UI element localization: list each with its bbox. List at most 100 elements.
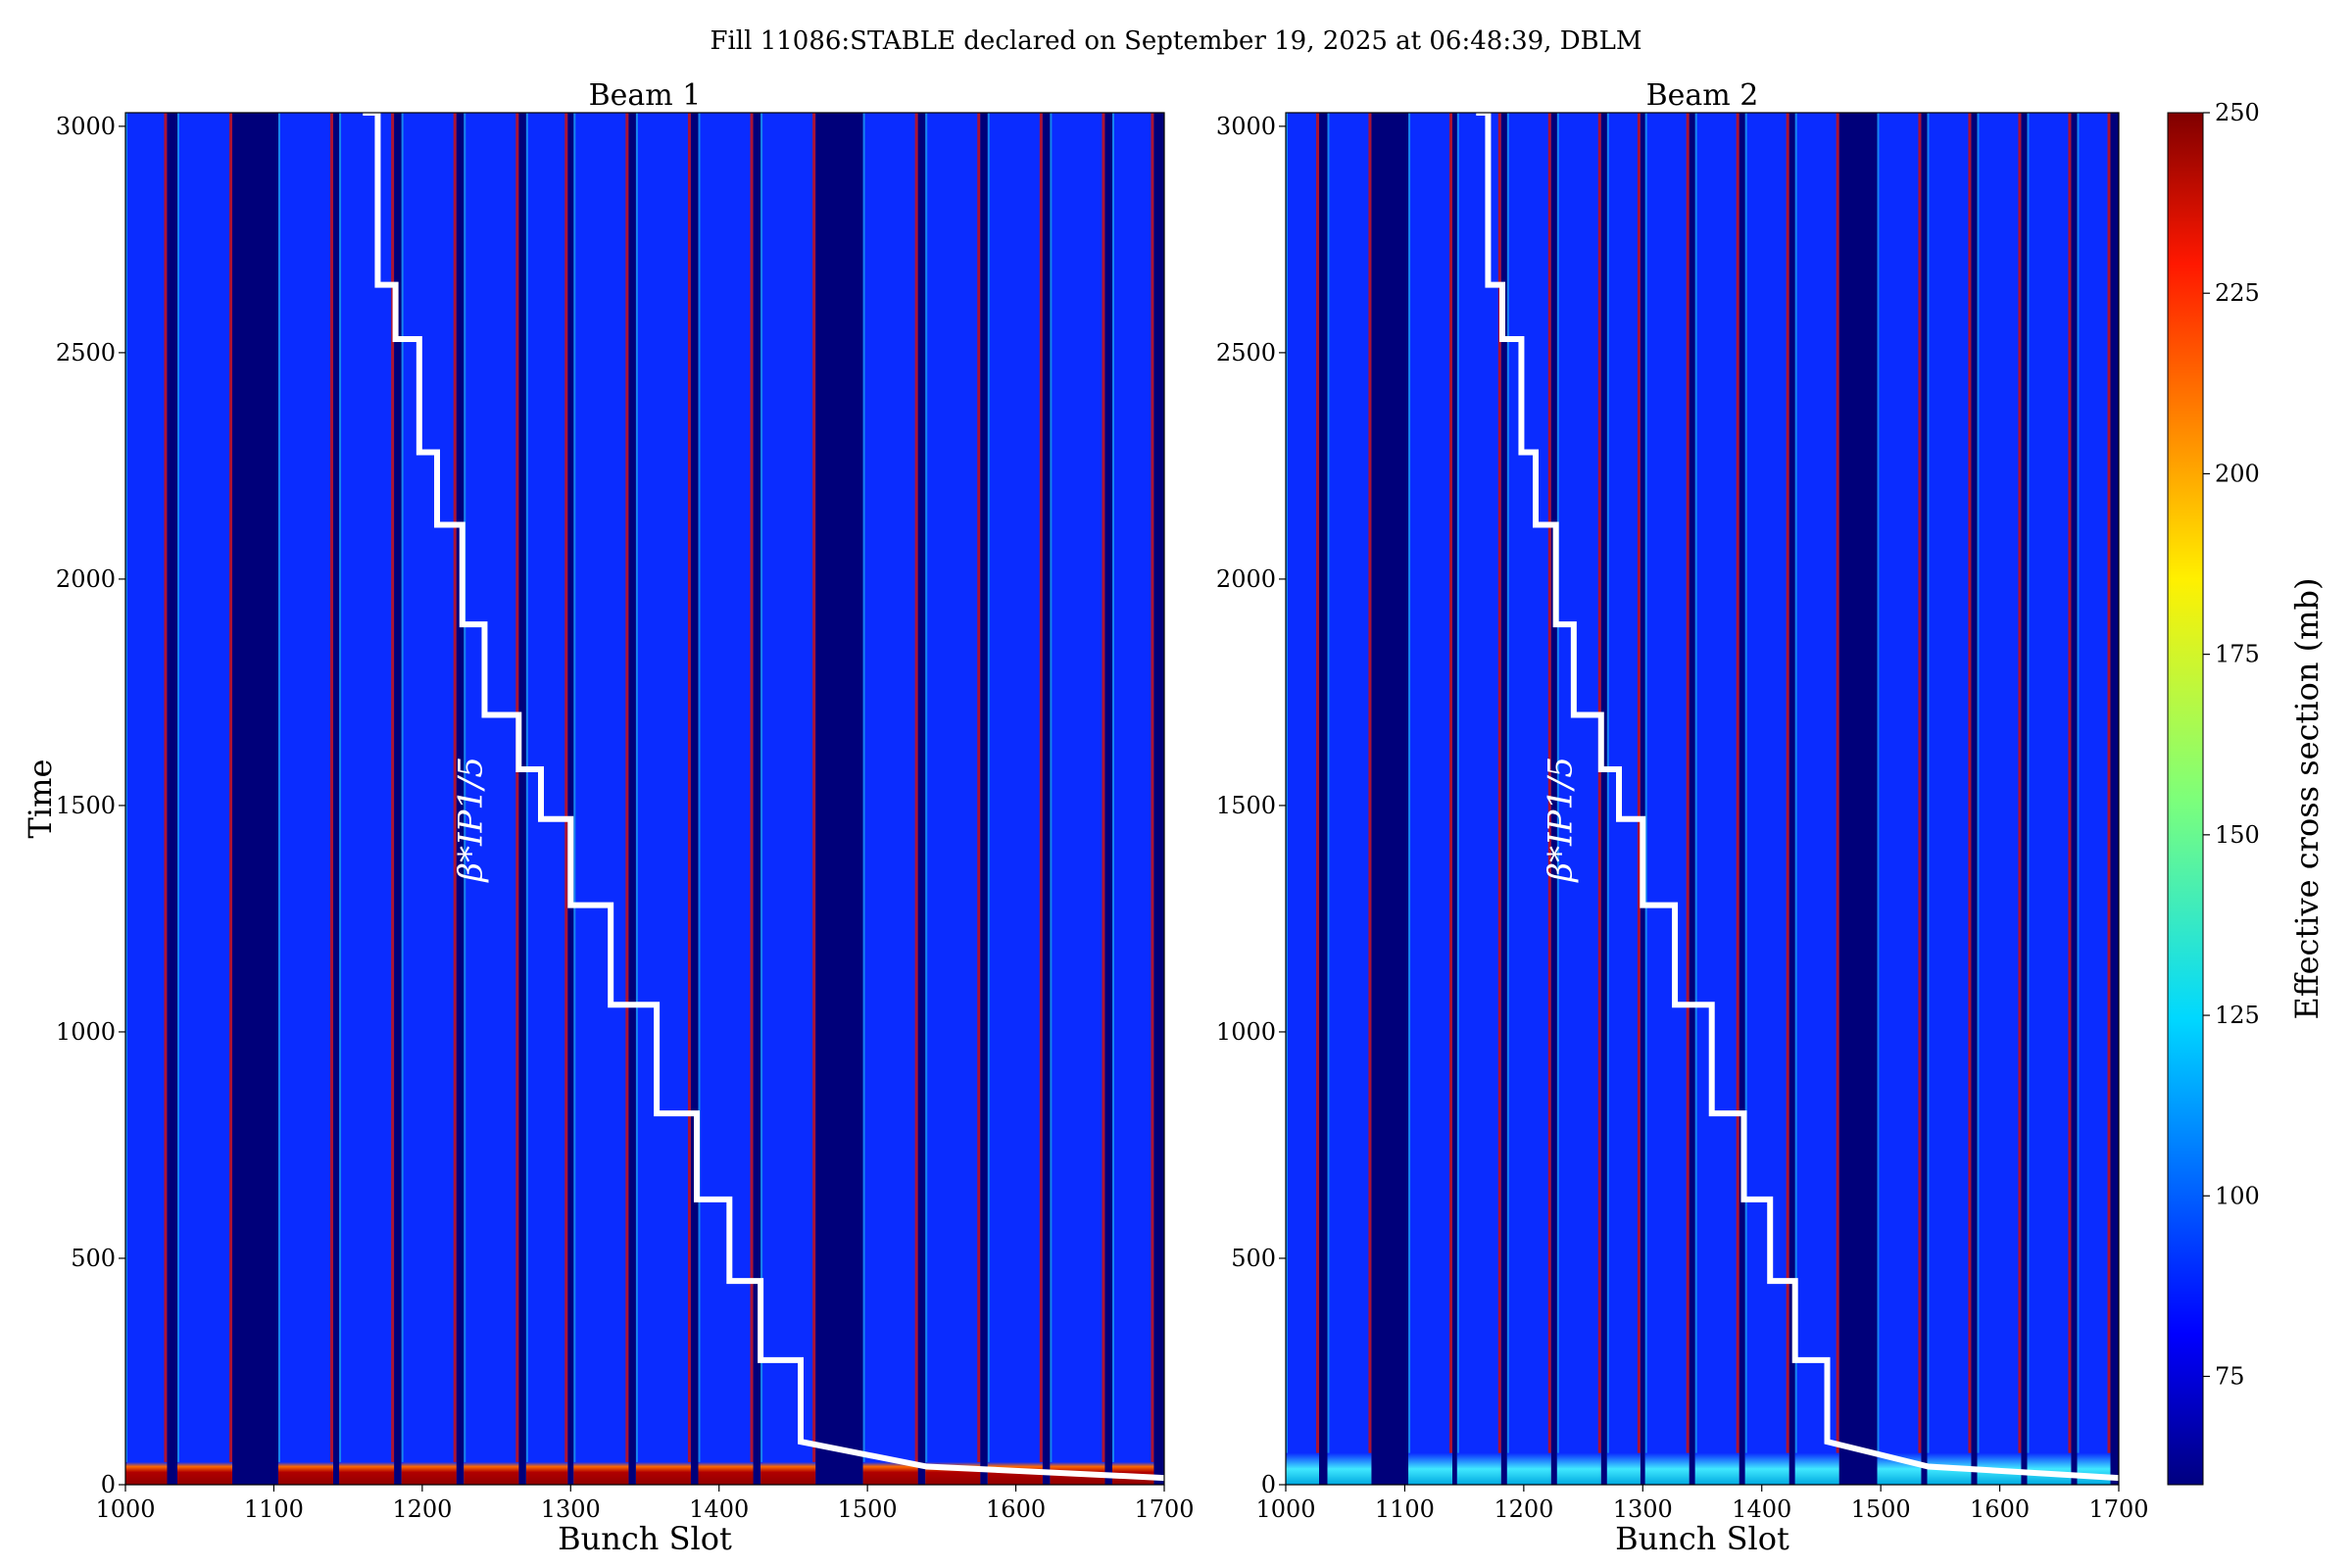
bunch-train-edge [1547, 113, 1551, 1485]
bunch-train-edge [564, 113, 568, 1485]
bunch-train-lead [1927, 113, 1930, 1485]
plot-frame [1285, 112, 2120, 1486]
colorbar-ticks: 75 100 125 150 175 200 225 250 [2203, 99, 2260, 1390]
x-tick-label: 1300 [1613, 1495, 1673, 1523]
bunch-train [1050, 113, 1105, 1485]
bunch-train-edge [1102, 113, 1105, 1485]
colorbar-gradient [2167, 112, 2204, 1486]
early-loss-cell [1694, 1452, 1740, 1485]
bunch-train [1644, 113, 1690, 1485]
bunch-train-edge [330, 113, 333, 1485]
bunch-train-lead [925, 113, 928, 1485]
x-tick-label: 1200 [1494, 1495, 1553, 1523]
beta-star-label: β*IP1/5 [1541, 757, 1580, 884]
bunch-train-edge [977, 113, 981, 1485]
x-tick-label: 1600 [986, 1495, 1046, 1523]
y-tick-label: 2500 [56, 339, 116, 367]
bunch-train-edge [391, 113, 395, 1485]
x-tick-label: 1700 [1134, 1495, 1194, 1523]
bunch-train [1794, 113, 1839, 1485]
colorbar-tick-label: 150 [2215, 821, 2260, 849]
bunch-train-edge [1786, 113, 1789, 1485]
bunch-train-lead [573, 113, 576, 1485]
early-loss-cell [573, 1461, 629, 1485]
bunch-train [1112, 113, 1154, 1485]
bunch-train-lead [1794, 113, 1797, 1485]
colorbar-tick-label: 250 [2215, 99, 2260, 126]
x-tick-label: 1000 [95, 1495, 155, 1523]
early-loss-cell [1794, 1452, 1839, 1485]
bunch-train [177, 113, 233, 1485]
bunch-train-edge [2068, 113, 2072, 1485]
bunch-train-lead [277, 113, 280, 1485]
x-tick-label: 1300 [541, 1495, 601, 1523]
bunch-train-edge [812, 113, 816, 1485]
bunch-train-lead [635, 113, 638, 1485]
bunch-train-lead [1644, 113, 1647, 1485]
bunch-train-lead [1877, 113, 1880, 1485]
y-tick-label: 500 [1231, 1245, 1276, 1272]
y-tick-label: 500 [71, 1245, 116, 1272]
colorbar-tick-label: 225 [2215, 279, 2260, 307]
bunch-train [1286, 113, 1319, 1485]
y-tick-label: 1500 [1216, 792, 1276, 819]
bunch-train-edge [625, 113, 629, 1485]
early-loss-cell [277, 1461, 333, 1485]
early-loss-cell [1744, 1452, 1789, 1485]
bunch-train [339, 113, 395, 1485]
colorbar-tick-label: 75 [2215, 1362, 2245, 1390]
bunch-train-lead [339, 113, 342, 1485]
colorbar-tick-label: 100 [2215, 1182, 2260, 1209]
bunch-train-lead [525, 113, 528, 1485]
bunch-train-edge [914, 113, 918, 1485]
early-loss-cell [1506, 1452, 1551, 1485]
bunch-train-edge [1368, 113, 1372, 1485]
early-loss-cell [862, 1461, 918, 1485]
x-tick-label: 1700 [2088, 1495, 2148, 1523]
bunch-train [1606, 113, 1641, 1485]
y-tick-label: 2000 [1216, 565, 1276, 593]
bunch-train-edge [1686, 113, 1690, 1485]
colorbar-label: Effective cross section (mb) [2288, 578, 2326, 1020]
bunch-train-lead [1506, 113, 1509, 1485]
bunch-train [1694, 113, 1740, 1485]
colorbar-tick-label: 200 [2215, 460, 2260, 487]
plot-frame [124, 112, 1165, 1486]
early-loss-cell [1456, 1452, 1501, 1485]
bunch-train-lead [401, 113, 404, 1485]
bunch-train-lead [125, 113, 127, 1485]
bunch-train-lead [698, 113, 701, 1485]
x-tick-label: 1400 [1732, 1495, 1791, 1523]
bunch-train-lead [1694, 113, 1697, 1485]
y-tick-label: 0 [101, 1471, 116, 1498]
early-loss-cell [401, 1461, 457, 1485]
bunch-train-edge [750, 113, 754, 1485]
bunch-train [464, 113, 519, 1485]
early-loss-cell [1286, 1452, 1319, 1485]
figure-title: Fill 11086:STABLE declared on September … [710, 26, 1642, 56]
beta-star-line [363, 110, 1165, 1482]
early-loss-cell [464, 1461, 519, 1485]
bunch-train [1456, 113, 1501, 1485]
bunch-train-lead [862, 113, 865, 1485]
bunch-train [1877, 113, 1922, 1485]
bunch-train-edge [1449, 113, 1452, 1485]
bunch-train [401, 113, 457, 1485]
bunch-train-lead [2077, 113, 2080, 1485]
bunch-train [1408, 113, 1452, 1485]
y-tick-label: 2000 [56, 565, 116, 593]
early-loss-cell [125, 1461, 168, 1485]
bunch-train-lead [987, 113, 990, 1485]
beta-star-label: β*IP1/5 [451, 757, 490, 884]
early-loss-cell [1327, 1452, 1372, 1485]
y-tick-label: 2500 [1216, 339, 1276, 367]
early-loss-cell [339, 1461, 395, 1485]
early-loss-cell [1556, 1452, 1601, 1485]
early-loss-cell [635, 1461, 691, 1485]
colorbar-tick-label: 125 [2215, 1002, 2260, 1029]
x-tick-label: 1200 [392, 1495, 452, 1523]
early-loss-cell [1606, 1452, 1641, 1485]
bunch-train-edge [1736, 113, 1740, 1485]
x-axis-label: Bunch Slot [558, 1520, 732, 1557]
